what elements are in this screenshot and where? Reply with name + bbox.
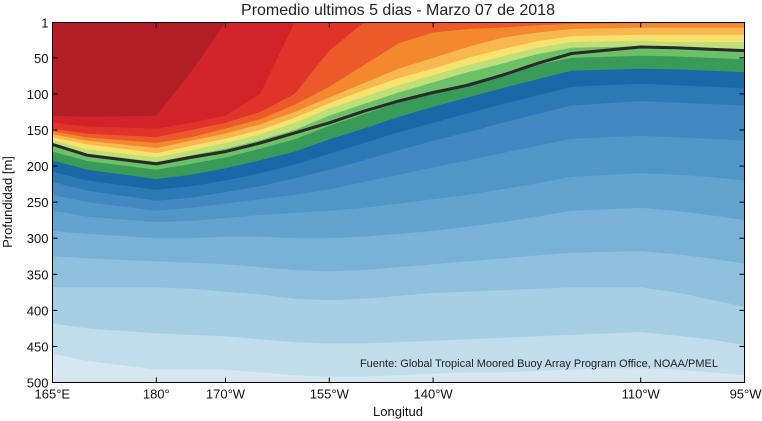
chart-title: Promedio ultimos 5 dias - Marzo 07 de 20…	[241, 2, 555, 19]
highlight-contour-line	[52, 45, 745, 166]
x-tick-label: 170°W	[206, 387, 246, 402]
x-tick-label: 180°	[143, 387, 170, 402]
source-annotation: Fuente: Global Tropical Moored Buoy Arra…	[360, 358, 718, 370]
x-tick-label: 165°E	[35, 387, 71, 402]
y-tick-label: 1	[41, 16, 48, 31]
y-tick-label: 100	[27, 87, 49, 102]
y-tick-label: 250	[27, 195, 49, 210]
y-tick-label: 350	[27, 267, 49, 282]
x-axis-label: Longitud	[373, 404, 423, 419]
x-tick-label: 110°W	[622, 387, 661, 402]
y-tick-label: 400	[27, 303, 49, 318]
contour-band-19	[52, 323, 745, 383]
y-tick-label: 450	[27, 339, 49, 354]
y-tick-label: 150	[27, 123, 49, 138]
y-tick-label: 50	[34, 51, 48, 66]
x-tick-label: 155°W	[310, 387, 350, 402]
y-tick-label: 300	[27, 231, 49, 246]
contour-band-20	[52, 353, 745, 383]
x-tick-label: 140°W	[414, 387, 454, 402]
x-tick-label: 95°W	[730, 387, 762, 402]
highlight-line	[52, 45, 745, 166]
y-tick-label: 200	[27, 159, 49, 174]
x-axis: 165°E 180° 170°W 155°W 140°W 110°W 95°W	[35, 22, 762, 402]
y-axis-label: Profundidad [m]	[0, 156, 15, 248]
y-tick-label: 500	[27, 376, 49, 391]
plot-area	[52, 22, 745, 383]
